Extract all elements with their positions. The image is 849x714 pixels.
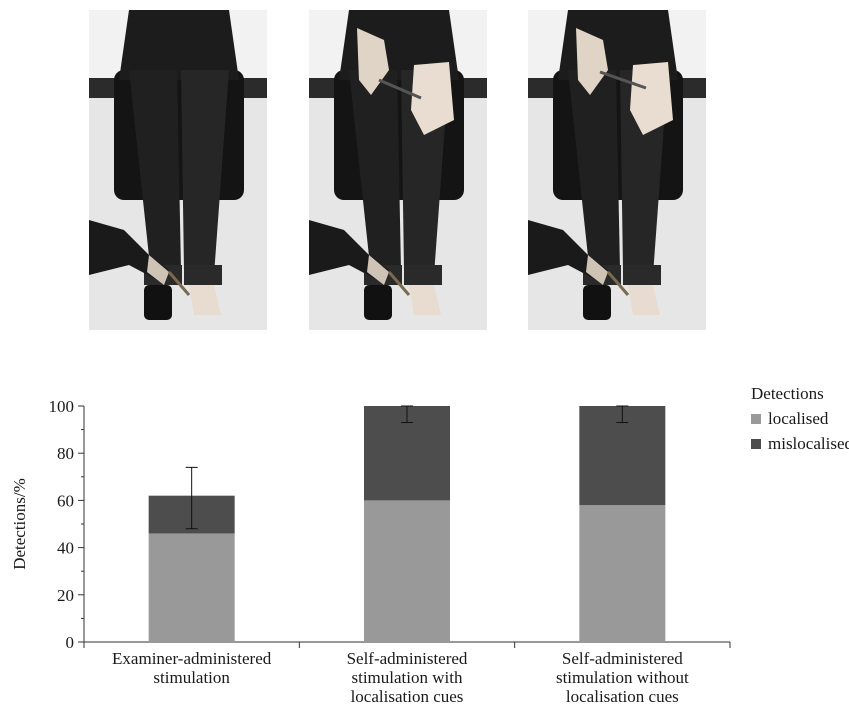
photo-self-administered-with-cues — [309, 10, 487, 330]
x-category-label-line: localisation cues — [351, 687, 464, 706]
y-tick-label: 40 — [57, 539, 74, 558]
bar-localised — [364, 500, 450, 642]
y-axis-title: Detections/% — [10, 478, 29, 570]
legend-swatch-mislocalised — [751, 439, 761, 449]
bar-localised — [579, 505, 666, 642]
x-category-label-line: stimulation — [153, 668, 230, 687]
x-category-label-line: stimulation with — [352, 668, 463, 687]
chart-bars — [148, 406, 666, 642]
photo-self-administered-without-cues — [528, 10, 706, 330]
photo-examiner-administered — [89, 10, 267, 330]
y-tick-label: 80 — [57, 444, 74, 463]
y-tick-label: 60 — [57, 491, 74, 510]
chart-labels: 0 20 40 60 80 100 Detections/% Examiner-adminis… — [10, 397, 689, 706]
x-category-label-line: Self-administered — [347, 649, 468, 668]
legend-label-localised: localised — [768, 409, 829, 428]
x-category-label: Self-administered stimulation with localis… — [347, 649, 468, 706]
x-category-label-line: localisation cues — [566, 687, 679, 706]
bar-localised — [148, 533, 235, 642]
legend-label-mislocalised: mislocalised — [768, 434, 849, 453]
x-category-label-line: Self-administered — [562, 649, 683, 668]
x-category-label: Self-administered stimulation without loca… — [556, 649, 689, 706]
y-tick-label: 0 — [66, 633, 75, 652]
x-category-label-line: stimulation without — [556, 668, 689, 687]
legend-title: Detections — [751, 384, 824, 403]
legend-swatch-localised — [751, 414, 761, 424]
y-tick-label: 20 — [57, 586, 74, 605]
chart-error-bars — [185, 405, 629, 530]
x-category-label-line: Examiner-administered — [112, 649, 272, 668]
y-tick-label: 100 — [49, 397, 75, 416]
stacked-bar-chart: 0 20 40 60 80 100 Detections/% Examiner-adminis… — [10, 384, 849, 706]
x-category-label: Examiner-administered stimulation — [112, 649, 272, 687]
chart-legend: Detections localised mislocalised — [751, 384, 849, 453]
